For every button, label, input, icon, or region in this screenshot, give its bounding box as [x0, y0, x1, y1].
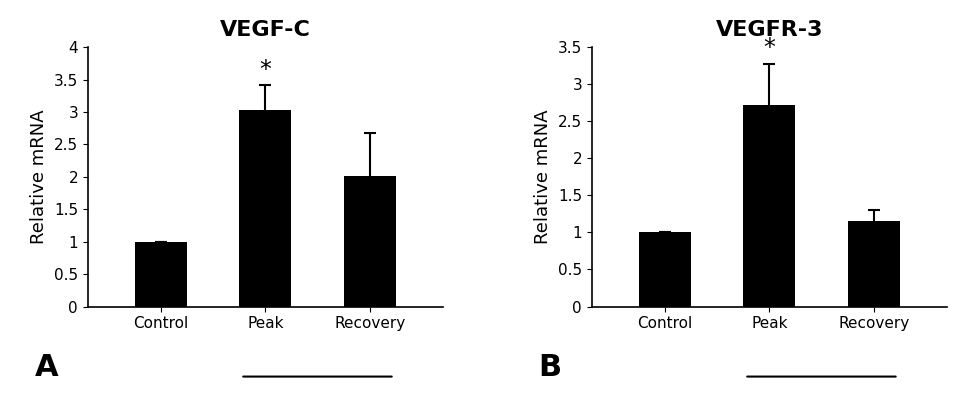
Y-axis label: Relative mRNA: Relative mRNA: [534, 110, 552, 244]
Bar: [239, 110, 292, 307]
Bar: [638, 232, 691, 307]
Title: VEGF-C: VEGF-C: [220, 20, 310, 40]
Text: A: A: [34, 353, 59, 382]
Bar: [847, 221, 900, 307]
Bar: [743, 105, 795, 307]
Text: *: *: [260, 58, 271, 82]
Text: B: B: [539, 353, 562, 382]
Bar: [344, 176, 396, 307]
Text: *: *: [763, 37, 775, 61]
Title: VEGFR-3: VEGFR-3: [715, 20, 823, 40]
Bar: [135, 242, 187, 307]
Y-axis label: Relative mRNA: Relative mRNA: [30, 110, 49, 244]
